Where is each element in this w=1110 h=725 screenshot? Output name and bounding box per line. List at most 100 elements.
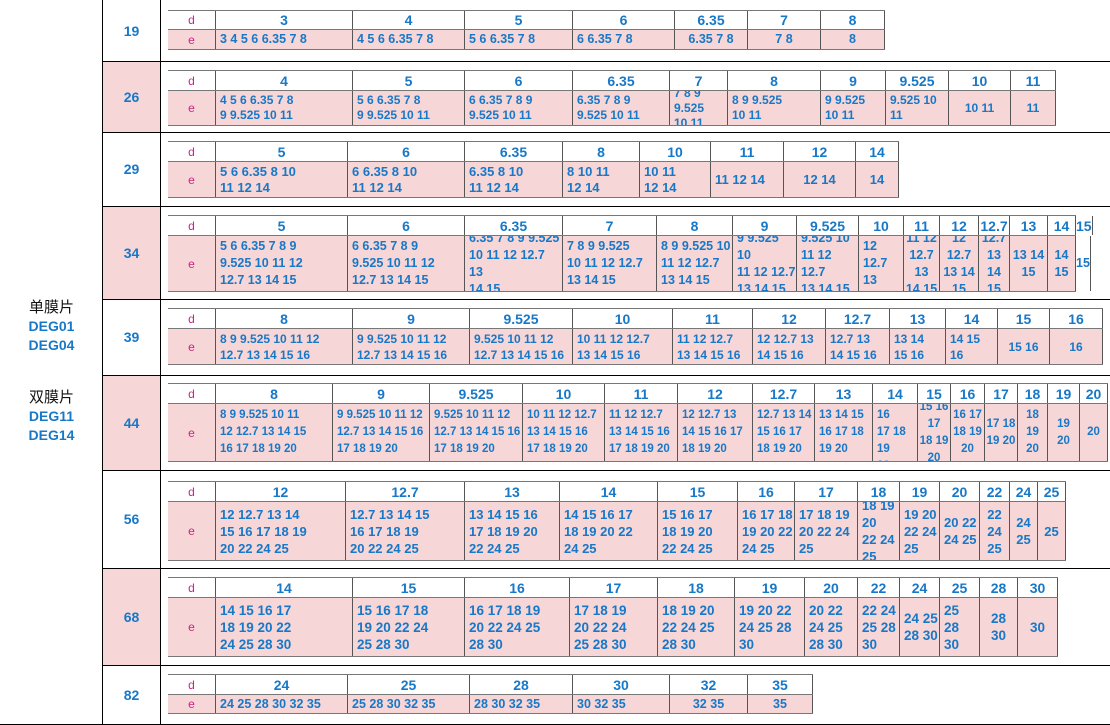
table-rule [168,197,899,198]
bore-d-value: 12.7 [979,216,1010,235]
bore-d-value: 5 [216,216,348,235]
table-rule [168,674,813,675]
table-rule [168,90,1056,91]
bore-d-value: 9 [333,384,430,403]
bore-e-values: 6 6.35 8 10 11 12 14 [348,162,465,197]
bore-d-row: d 3 4 5 6 6.35 7 8 [168,11,885,29]
bore-d-value: 25 [348,675,470,694]
bore-d-value: 8 [657,216,733,235]
bore-e-values: 25 28 30 [940,598,980,656]
row-label-e: e [168,30,216,49]
bore-e-values: 24 25 [1010,502,1038,560]
table-rule [168,501,1066,502]
table-rule [168,10,885,11]
bore-d-value: 16 [738,482,795,501]
table-rule [168,70,1056,71]
bore-e-values: 28 30 [980,598,1018,656]
row-label-d: d [168,384,216,403]
bore-d-value: 13 [815,384,873,403]
bore-d-value: 30 [573,675,670,694]
row-label-e: e [168,502,216,560]
size-label: 82 [103,665,160,725]
dimension-table: d 4 5 6 6.35 7 8 9 9.525 10 11 e 4 5 6 6.35 7 8 9 9.… [168,70,1056,126]
bore-d-value: 25 [940,578,980,597]
bore-e-values: 9.525 10 11 12 12.7 13 14 15 16 17 18 19… [430,404,523,461]
row-label-e: e [168,329,216,364]
bore-e-values: 30 32 35 [573,695,670,713]
bore-d-value: 10 [859,216,904,235]
table-rule [168,597,1058,598]
bore-e-values: 12.7 13 14 15 16 17 18 19 20 22 24 25 [346,502,465,560]
bore-e-row: e 14 15 16 17 18 19 20 22 24 25 28 30 15 1… [168,598,1058,656]
bore-e-values: 6 6.35 7 8 [573,30,675,49]
bore-e-values: 18 19 20 [1018,404,1048,461]
bore-e-values: 8 9 9.525 10 11 12 12.7 13 14 15 16 17 1… [216,404,333,461]
bore-e-values: 11 12 14 [711,162,784,197]
table-rule [168,481,1066,482]
bore-e-values: 12 12.7 13 14 15 16 [753,329,826,364]
bore-e-values: 28 30 32 35 [470,695,573,713]
bore-d-value: 22 [980,482,1010,501]
bore-e-values: 10 11 12 12.7 13 14 15 16 [573,329,673,364]
bore-d-value: 14 [873,384,918,403]
bore-e-values: 8 9 9.525 10 11 [728,91,821,125]
bore-d-row: d 5 6 6.35 8 10 11 12 14 [168,142,899,161]
size-band: 26 d 4 5 6 6.35 7 8 9 9.525 10 11 e 4 5 6 6.35 7 8 9 … [103,61,1110,132]
bore-e-values: 5 6 6.35 7 8 [465,30,573,49]
bore-d-value: 8 [563,142,640,161]
bore-e-values: 20 22 24 25 28 30 [805,598,858,656]
band-separator [103,299,1110,300]
bore-e-values: 11 12 12.7 13 14 15 [904,236,940,291]
row-label-d: d [168,142,216,161]
bore-d-value: 14 [560,482,658,501]
table-rule [168,141,899,142]
dimension-table: d 5 6 6.35 7 8 9 9.525 10 11 12 12.7 13 14 15 e 5 6 6.35… [168,215,1093,292]
band-separator [103,375,1110,376]
bore-d-value: 17 [795,482,858,501]
bore-e-values: 30 [1018,598,1058,656]
table-rule [168,215,1076,216]
bore-d-value: 9.525 [430,384,523,403]
bore-d-value: 12.7 [346,482,465,501]
table-rule [168,161,899,162]
bore-d-value: 7 [670,71,728,90]
bore-e-values: 19 20 22 24 25 28 30 [735,598,805,656]
table-rule [168,560,1066,561]
table-rule [168,29,885,30]
bore-e-values: 8 10 11 12 14 [563,162,640,197]
bore-d-value: 8 [216,309,353,328]
table-rule [168,577,1058,578]
bore-e-values: 18 19 20 22 24 25 [858,502,900,560]
bore-e-values: 32 35 [670,695,748,713]
bore-e-values: 7 8 9 9.525 10 11 [670,91,728,125]
bore-d-value: 6.35 [465,216,563,235]
bore-e-values: 12.7 13 14 15 16 [826,329,890,364]
bore-d-value: 20 [940,482,980,501]
row-label-e: e [168,695,216,713]
bore-d-value: 16 [1050,309,1103,328]
bore-d-value: 5 [216,142,348,161]
row-label-d: d [168,216,216,235]
table-rule [168,383,1108,384]
bore-d-value: 12 [940,216,979,235]
bore-d-value: 10 [949,71,1011,90]
bore-d-value: 5 [465,11,573,29]
bore-d-value: 16 [951,384,985,403]
bore-d-value: 9 [733,216,797,235]
bore-d-value: 6 [348,142,465,161]
bore-e-values: 12 12.7 13 14 15 16 17 18 19 20 [678,404,753,461]
table-rule [168,403,1108,404]
bore-d-value: 7 [563,216,657,235]
bore-e-values: 8 9 9.525 10 11 12 12.7 13 14 15 16 [216,329,353,364]
bore-d-value: 6 [465,71,573,90]
bore-d-value: 18 [858,482,900,501]
bore-d-value: 7 [748,11,821,29]
bore-e-values: 12 12.7 13 14 15 [940,236,979,291]
bore-e-values: 12 14 [784,162,856,197]
bore-e-values: 5 6 6.35 7 8 9 9.525 10 11 12 12.7 13 14… [216,236,348,291]
bore-e-values: 17 18 19 20 [985,404,1018,461]
bore-d-value: 6.35 [675,11,748,29]
